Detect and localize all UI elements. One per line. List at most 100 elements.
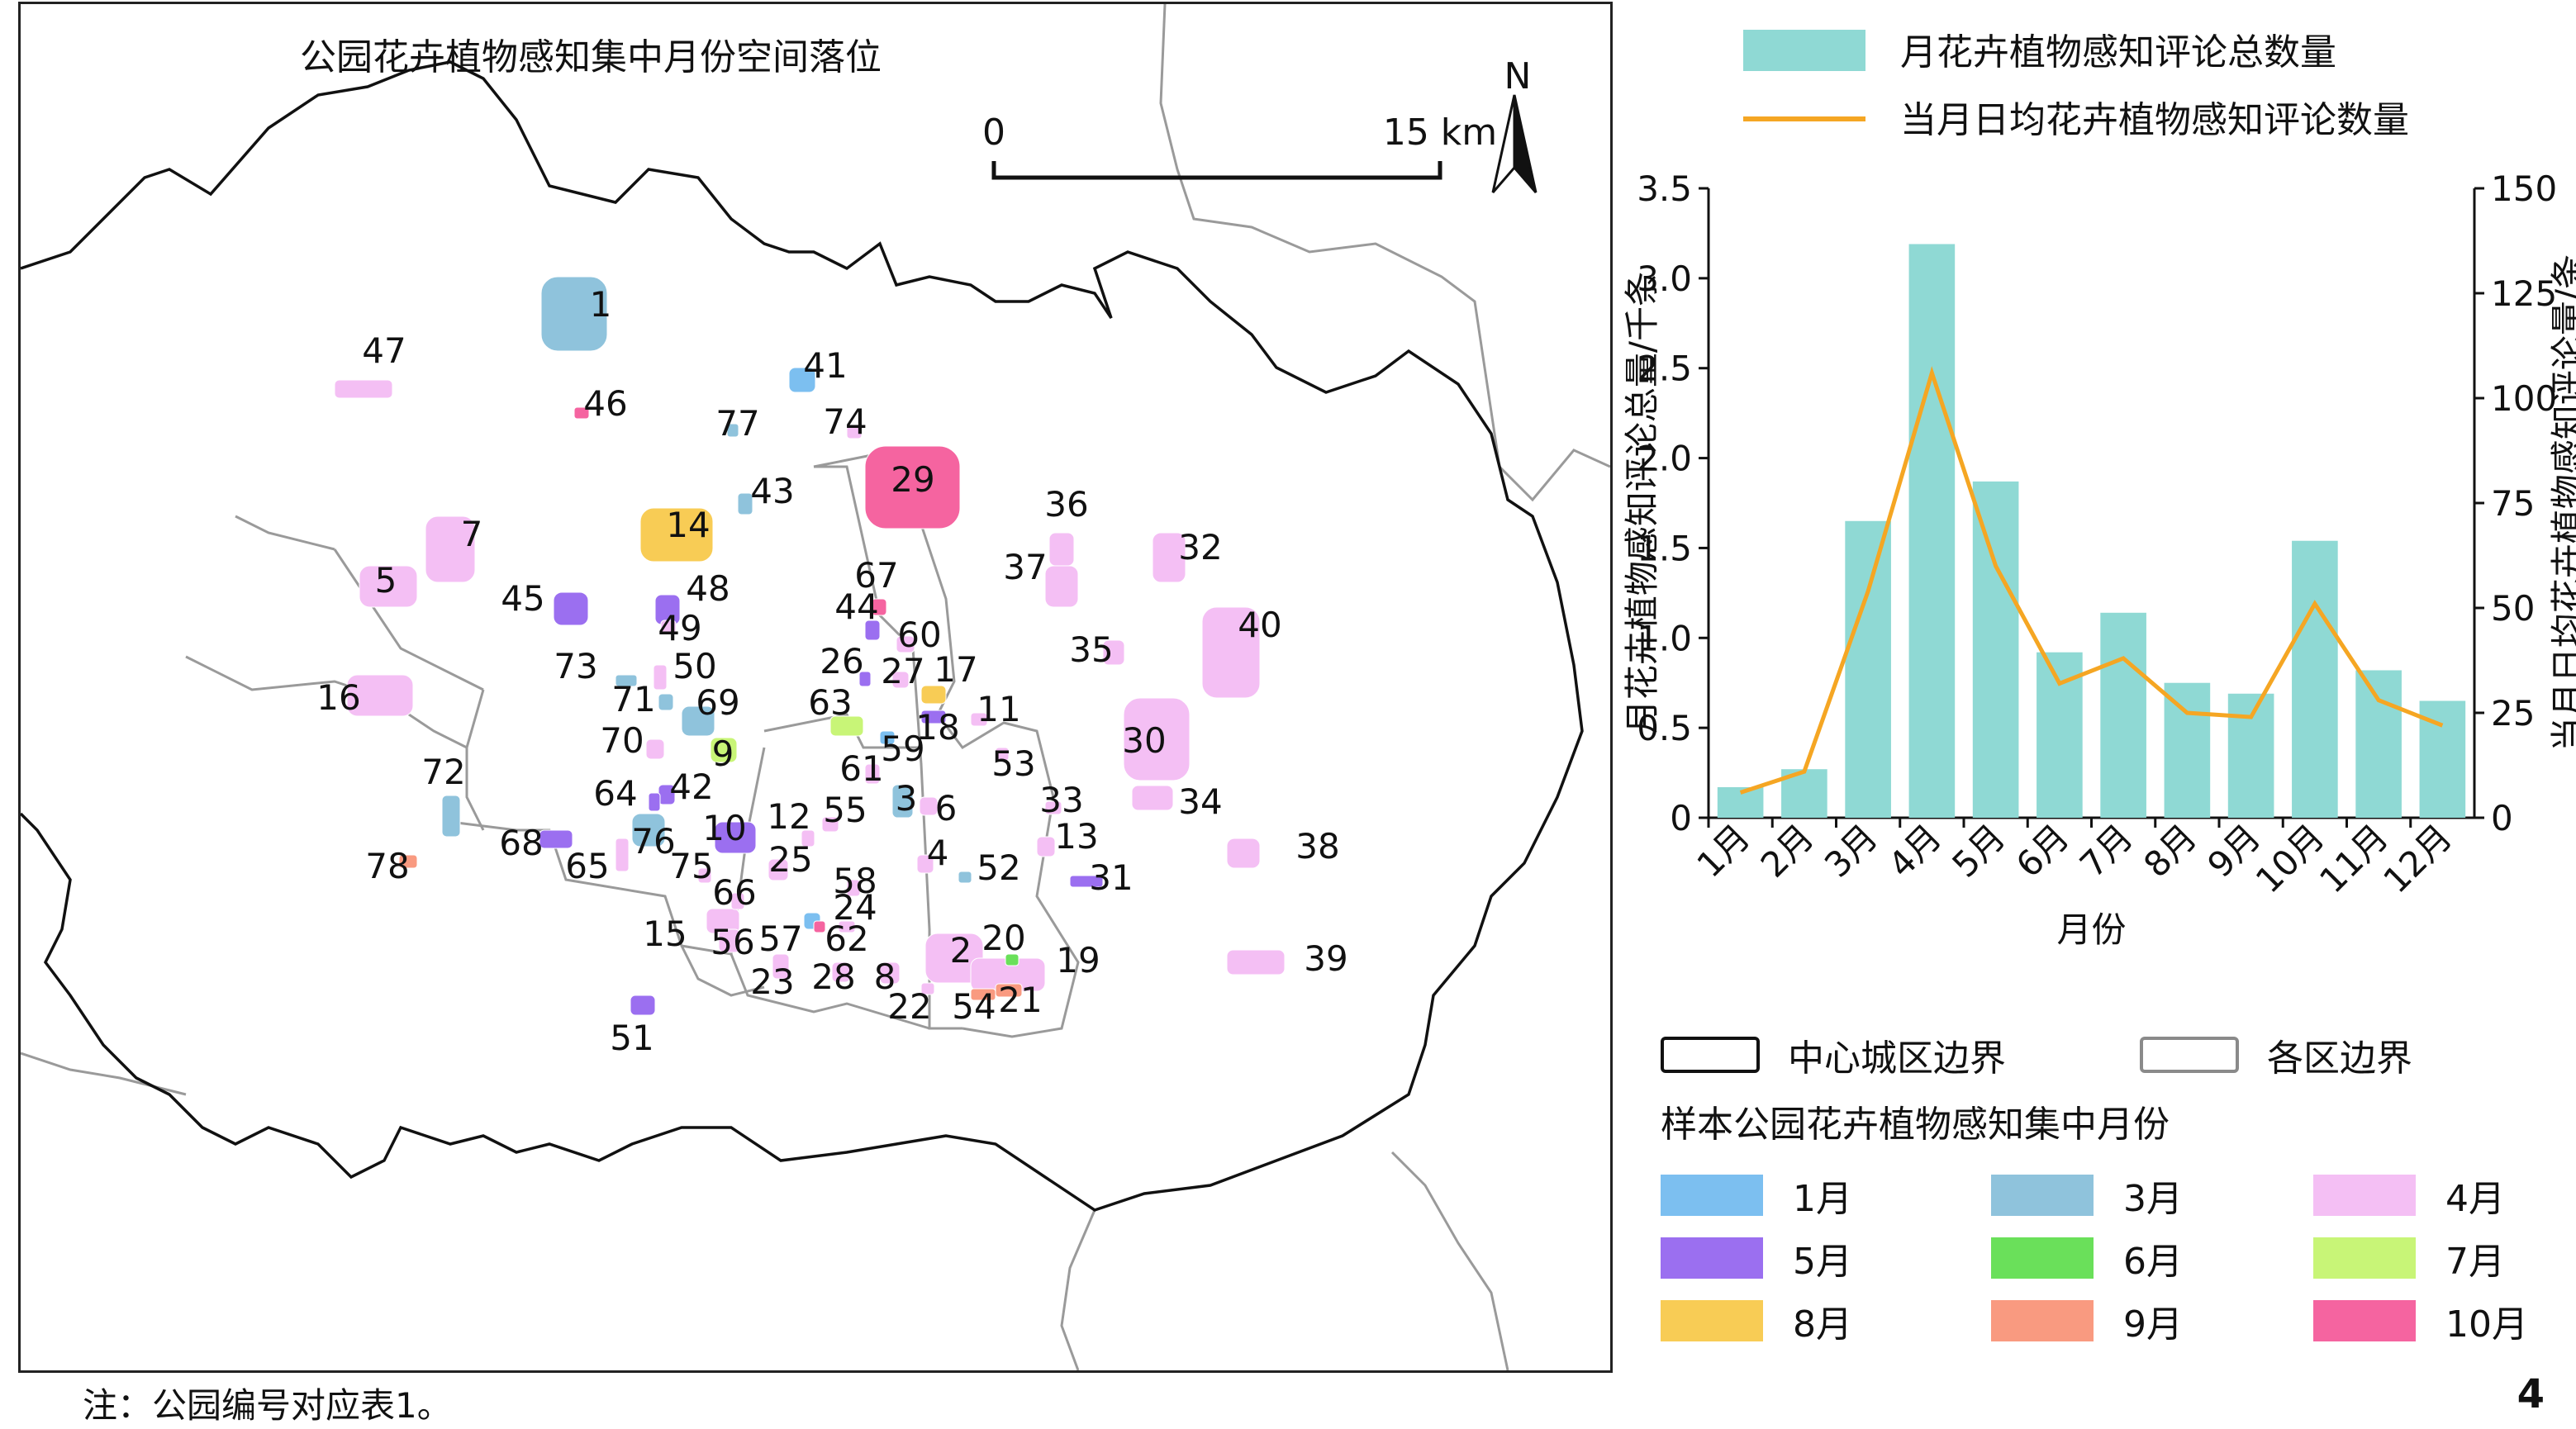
park-label-37: 37 (1003, 547, 1047, 587)
bar-7月 (2100, 612, 2146, 818)
x-tick-label: 5月 (1944, 816, 2013, 885)
park-38 (1226, 838, 1261, 869)
park-22 (920, 982, 935, 995)
month-label: 3月 (2123, 1178, 2183, 1220)
y-right-tick-label: 125 (2491, 273, 2557, 314)
park-4 (916, 854, 934, 874)
month-label: 1月 (1793, 1178, 1852, 1220)
park-25 (768, 858, 789, 881)
park-label-25: 25 (768, 839, 812, 880)
park-label-62: 62 (825, 919, 868, 959)
y-left-tick-label: 1.5 (1637, 528, 1692, 568)
park-62 (813, 920, 826, 933)
month-legend-item: 3月 (1991, 1169, 2183, 1222)
park-label-7: 7 (461, 514, 483, 554)
park-label-8: 8 (874, 957, 896, 997)
bar-5月 (1972, 481, 2019, 818)
y-left-tick-label: 0.5 (1637, 708, 1692, 748)
park-29 (864, 445, 961, 529)
park-9 (710, 737, 738, 763)
month-legend-title: 样本公园花卉植物感知集中月份 (1661, 1104, 2170, 1146)
park-46 (573, 406, 590, 420)
park-76 (631, 813, 666, 847)
park-47 (334, 379, 393, 399)
park-label-24: 24 (833, 887, 877, 928)
month-legend-item: 6月 (1991, 1232, 2183, 1284)
park-label-18: 18 (915, 707, 959, 748)
park-label-15: 15 (643, 914, 687, 954)
month-swatch (1991, 1300, 2094, 1341)
park-label-72: 72 (421, 752, 465, 792)
park-label-16: 16 (316, 677, 360, 718)
legend-line-label: 当月日均花卉植物感知评论数量 (1900, 99, 2409, 141)
x-tick-label: 1月 (1689, 816, 1757, 885)
park-label-12: 12 (767, 796, 810, 837)
park-36 (1048, 532, 1075, 567)
park-label-20: 20 (981, 918, 1025, 958)
x-tick-label: 10月 (2248, 816, 2332, 900)
park-label-40: 40 (1238, 605, 1281, 645)
park-45 (553, 591, 589, 626)
park-67 (871, 598, 887, 616)
park-label-32: 32 (1178, 527, 1222, 567)
park-label-23: 23 (750, 961, 794, 1002)
park-54 (970, 988, 996, 1001)
plot-area: 0 0.5 1.0 1.5 2.0 2.5 3.0 3.5 0 25 50 75 100 125 150 1月… (1637, 169, 2557, 901)
park-label-53: 53 (991, 743, 1035, 784)
park-17 (920, 685, 947, 705)
park-label-28: 28 (811, 957, 855, 997)
park-41 (788, 367, 816, 393)
bar-11月 (2355, 670, 2402, 818)
park-label-61: 61 (839, 748, 883, 789)
map-title: 公园花卉植物感知集中月份空间落位 (300, 36, 882, 78)
park-label-9: 9 (712, 733, 734, 774)
park-52 (958, 871, 972, 884)
y-right-tick-label: 75 (2491, 483, 2535, 524)
y-right-tick-label: 25 (2491, 693, 2535, 733)
x-tick-label: 8月 (2136, 816, 2204, 885)
x-tick-label: 11月 (2312, 816, 2396, 900)
page-number: 4 (2517, 1371, 2545, 1417)
park-77 (726, 423, 739, 438)
park-label-1: 1 (590, 284, 612, 325)
month-swatch (2313, 1237, 2416, 1279)
park-28 (831, 961, 851, 983)
park-label-3: 3 (896, 778, 918, 819)
park-33 (1044, 800, 1062, 815)
park-label-43: 43 (750, 471, 794, 511)
park-14 (639, 507, 714, 563)
park-label-6: 6 (935, 788, 958, 828)
north-label: N (1504, 55, 1532, 97)
park-61 (864, 763, 881, 785)
y-left-tick-label: 3.0 (1637, 259, 1692, 299)
park-label-31: 31 (1089, 857, 1133, 898)
legend-central-boundary: 中心城区边界 (1661, 1028, 2006, 1081)
park-12 (801, 829, 815, 847)
x-tick-label: 6月 (2008, 816, 2077, 885)
park-50 (653, 664, 668, 691)
month-legend-item: 9月 (1991, 1294, 2183, 1347)
month-label: 6月 (2123, 1241, 2183, 1283)
month-legend-item: 10月 (2313, 1294, 2528, 1347)
month-legend-item: 1月 (1661, 1169, 1852, 1222)
park-label-44: 44 (834, 586, 878, 627)
park-11 (970, 712, 988, 727)
park-label-59: 59 (881, 729, 924, 769)
combo-chart: 月花卉植物感知评论总数量 当月日均花卉植物感知评论数量 0 0.5 1.0 1.5 2.… (1622, 30, 2576, 950)
park-44 (864, 620, 881, 641)
park-label-38: 38 (1295, 826, 1339, 866)
park-label-30: 30 (1122, 720, 1166, 761)
park-13 (1036, 836, 1056, 857)
park-label-34: 34 (1178, 781, 1222, 822)
park-label-46: 46 (583, 383, 627, 424)
park-7 (425, 515, 476, 583)
month-legend-item: 7月 (2313, 1232, 2505, 1284)
park-27 (891, 671, 910, 689)
park-65 (615, 838, 630, 872)
park-label-10: 10 (702, 808, 746, 848)
park-label-42: 42 (669, 767, 713, 807)
park-74 (846, 425, 863, 439)
park-label-76: 76 (631, 821, 675, 862)
park-24 (838, 920, 856, 933)
